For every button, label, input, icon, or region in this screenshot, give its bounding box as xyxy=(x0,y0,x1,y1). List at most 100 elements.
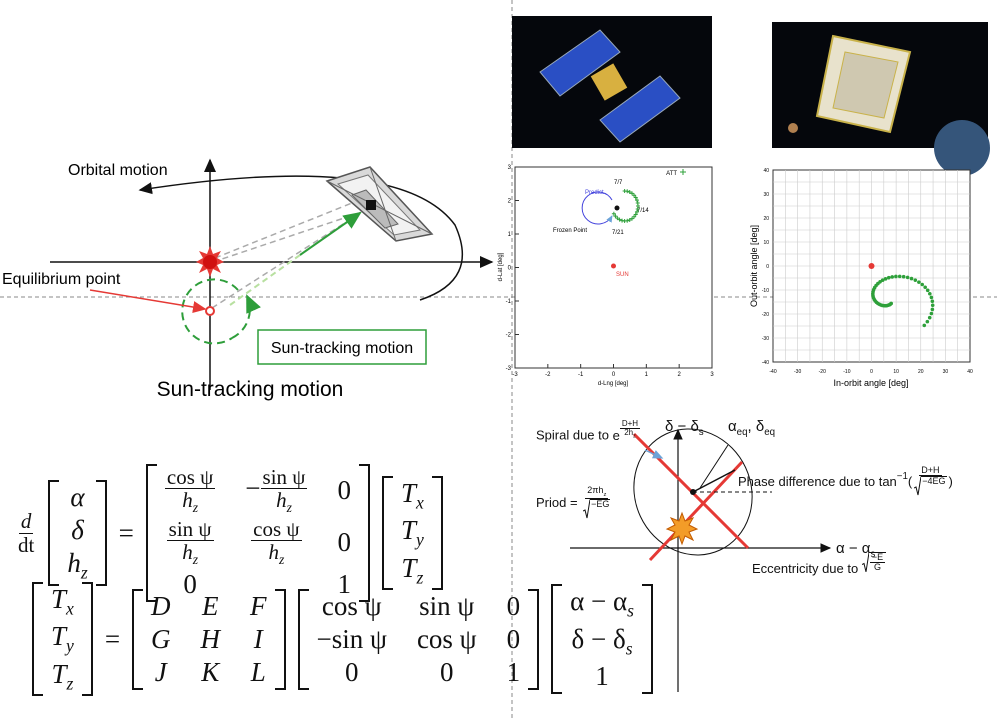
denominator: hz xyxy=(180,541,200,568)
math-text: −4EG xyxy=(922,476,946,487)
y-tick-label: 2 xyxy=(508,199,512,205)
label: αeq, δeq xyxy=(728,418,775,438)
spiral-point xyxy=(925,319,930,324)
math-text: z xyxy=(633,433,636,440)
x-tick-label: 1 xyxy=(645,372,649,378)
math-text: z xyxy=(416,567,424,588)
denominator: hz xyxy=(266,541,286,568)
math-text: 1 xyxy=(337,569,351,600)
spiral-point xyxy=(883,277,888,281)
denominator: hz xyxy=(274,489,294,516)
math-group: αeq, δeq xyxy=(728,418,775,438)
math-text: s xyxy=(625,637,633,658)
spiral-point xyxy=(878,280,882,284)
math-text: tan xyxy=(878,473,897,489)
numerator: −E xyxy=(869,552,886,564)
y-tick-label: -30 xyxy=(762,336,769,342)
subscript: s xyxy=(699,427,704,438)
sun-point xyxy=(868,263,875,269)
y-tick-label: -1 xyxy=(506,299,512,305)
subscript: x xyxy=(416,492,424,512)
x-tick-label: 20 xyxy=(918,369,924,375)
fraction: d dt xyxy=(16,510,36,555)
matrix-body: α δ hz xyxy=(59,480,95,585)
math-text: H xyxy=(200,623,221,654)
math-text: α − α xyxy=(836,540,871,557)
math-script: hz xyxy=(268,540,284,567)
spiral-point xyxy=(929,311,934,316)
subscript: z xyxy=(416,567,423,587)
spiral-point xyxy=(929,295,934,300)
math-text: e xyxy=(612,427,620,443)
math-text: sin ψ xyxy=(262,464,306,489)
matrix-body: Tx Ty Tz xyxy=(43,582,82,696)
math-text: y xyxy=(415,529,424,550)
math-text: y xyxy=(66,635,74,656)
math-text: −EG xyxy=(591,498,610,509)
x-tick-label: 3 xyxy=(710,372,714,378)
math-text: cos ψ xyxy=(166,464,214,489)
bracket xyxy=(297,588,309,690)
math-text: G xyxy=(873,562,881,573)
spiral-point xyxy=(913,278,918,282)
math-text: T xyxy=(51,621,67,652)
math-text: E xyxy=(202,590,219,621)
y-tick-label: -40 xyxy=(762,360,769,366)
axis-label: In-orbit angle [deg] xyxy=(833,378,908,388)
math-text: h xyxy=(182,539,193,564)
math-text: Phase difference due to xyxy=(738,473,879,489)
matrix-body: Tx Ty Tz xyxy=(393,476,432,590)
track-point xyxy=(630,191,635,196)
spiral-point xyxy=(890,275,895,279)
bracket xyxy=(528,588,540,690)
math-text: cos ψ xyxy=(253,516,300,541)
math-text: s xyxy=(870,549,876,560)
math-text: h xyxy=(182,487,193,512)
phase-diagram xyxy=(570,428,832,692)
subscript: z xyxy=(193,500,198,515)
numerator: D+H xyxy=(919,465,942,477)
numerator: D+H xyxy=(619,419,641,430)
track-point xyxy=(634,198,639,203)
x-tick-label: -30 xyxy=(794,369,801,375)
spiral-point xyxy=(894,274,898,279)
track-point xyxy=(620,218,625,223)
legend: ATT xyxy=(666,171,677,177)
math-script: hz xyxy=(67,548,87,583)
x-tick-label: 30 xyxy=(943,369,949,375)
subscript: y xyxy=(416,530,424,550)
math-text: L xyxy=(250,656,266,687)
track-point xyxy=(627,217,632,222)
math-text: ) xyxy=(948,473,953,489)
math-text: α xyxy=(70,482,85,513)
math-script: 2hz xyxy=(624,428,636,440)
box-label: Sun-tracking motion xyxy=(271,340,413,357)
spiral-point xyxy=(886,275,891,280)
label: 7/14 xyxy=(637,208,649,214)
math-script: hz xyxy=(182,487,198,515)
matrix-body: α − αs δ − δs 1 xyxy=(562,584,642,694)
denominator: −4EG xyxy=(912,476,948,498)
math-text: α − α xyxy=(570,586,628,617)
math-text: F xyxy=(250,590,267,621)
spiral-point xyxy=(922,323,927,328)
track-point xyxy=(615,216,620,221)
bracket xyxy=(95,480,107,586)
track-point xyxy=(613,214,618,219)
math-text: I xyxy=(253,623,263,654)
equation: d dt α δ hz = cos ψ hz − sin ψ hz 0 sin ψ hz cos ψ hz 0 0… xyxy=(10,463,449,603)
math-text: sin ψ xyxy=(419,590,475,621)
denominator: 2hz xyxy=(622,429,638,440)
math-text: D+H xyxy=(621,419,639,428)
math-text: J xyxy=(154,656,167,687)
track-point xyxy=(625,189,630,194)
fraction: 2πhz −EG xyxy=(581,485,612,521)
axis-label: d-Lng [deg] xyxy=(598,381,629,387)
math-text: = xyxy=(118,517,134,548)
subscript: x xyxy=(66,598,74,618)
math-text: Priod = xyxy=(536,495,582,511)
math-text: dt xyxy=(18,532,35,557)
